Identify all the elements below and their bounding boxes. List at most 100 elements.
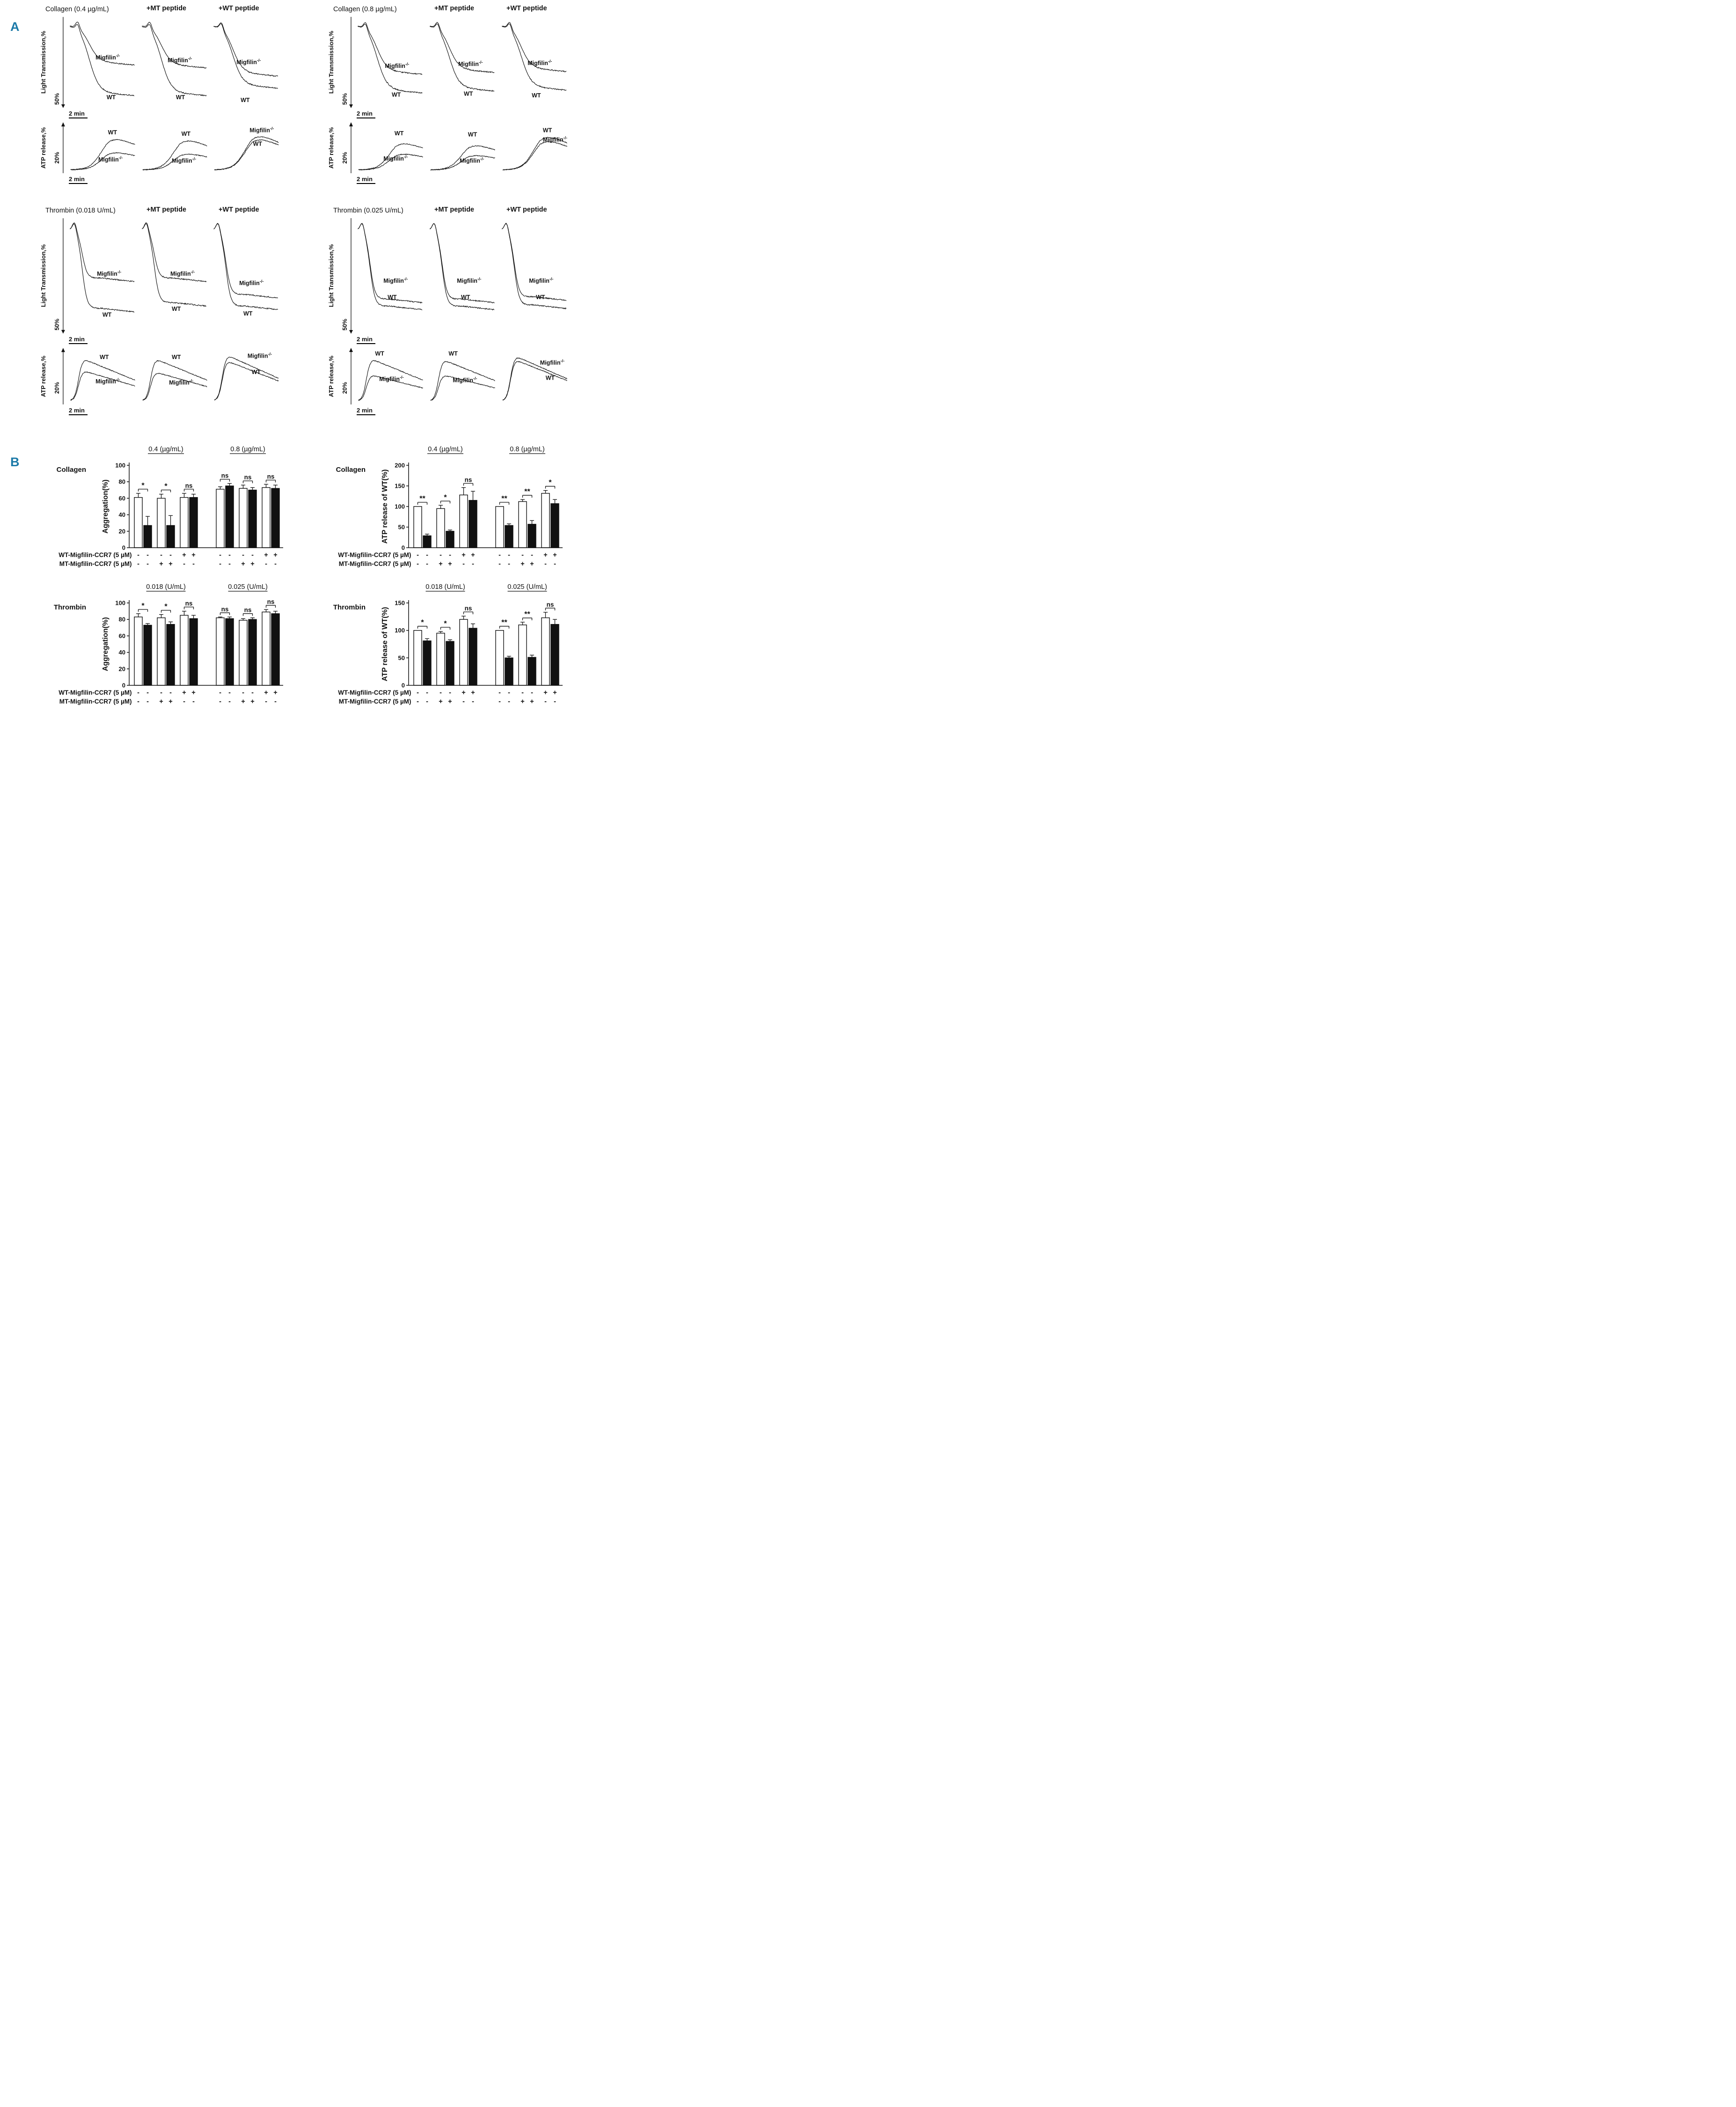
bar <box>541 617 550 686</box>
trace-wt <box>502 357 568 401</box>
condition-sign: - <box>219 560 221 568</box>
group-header: 0.8 (µg/mL) <box>510 446 544 453</box>
condition-row-label: MT-Migfilin-CCR7 (5 µM) <box>339 560 411 567</box>
trace-migfilin <box>141 222 206 282</box>
traces-thrombin-0.018: Thrombin (0.018 U/mL) +MT peptide +WT pept… <box>40 206 281 418</box>
y-tick-label: 0 <box>122 544 125 551</box>
lt-trace-panel: Migfilin-/- WT <box>69 222 135 318</box>
trace-wt <box>213 223 278 310</box>
trace-label: Migfilin-/- <box>527 59 552 66</box>
lt-y-axis: Light Transmission,% 50% <box>40 218 65 334</box>
trace-label: Migfilin-/- <box>379 375 403 382</box>
up-arrow-icon <box>349 348 353 352</box>
atp-y-axis: ATP release,% 20% <box>40 348 65 404</box>
atp-trace-row: ATP release,% 20% WT Migfilin-/- WT Migfilin-… <box>328 122 571 174</box>
condition-sign: - <box>521 689 524 697</box>
lt-trace-panel: Migfilin-/- WT <box>501 223 567 310</box>
condition-sign: - <box>531 689 533 697</box>
condition-sign: + <box>191 689 195 697</box>
condition-sign: - <box>228 689 231 697</box>
bar <box>189 497 198 548</box>
bar <box>423 640 432 686</box>
condition-sign: - <box>498 551 501 559</box>
trace-migfilin <box>358 22 423 75</box>
trace-wt <box>430 361 495 401</box>
lt-trace-panel: Migfilin-/- WT <box>358 22 423 98</box>
atp-scale-label: 20% <box>342 382 348 394</box>
trace-label: Migfilin-/- <box>250 126 274 133</box>
trace-label: WT <box>252 369 261 375</box>
condition-sign: - <box>251 551 254 559</box>
y-tick-label: 100 <box>115 600 125 607</box>
bar <box>157 498 166 548</box>
trace-wt <box>430 223 495 311</box>
bar <box>505 525 513 548</box>
atp-scale-label: 20% <box>54 152 60 164</box>
significance-label: ** <box>419 495 425 503</box>
group-header: 0.4 (µg/mL) <box>148 446 183 453</box>
condition-sign: - <box>508 560 510 568</box>
trace-migfilin <box>214 357 279 400</box>
condition-sign: + <box>520 698 524 705</box>
lt-trace-row: Light Transmission,% 50% Migfilin-/- WT Migf… <box>40 16 281 109</box>
lt-trace-panel: Migfilin-/- WT <box>213 223 278 317</box>
atp-trace-panel: WT Migfilin-/- <box>70 129 135 170</box>
condition-sign: + <box>543 689 547 697</box>
y-tick-label: 80 <box>119 616 125 623</box>
atp-trace-panel: WT Migfilin-/- <box>358 130 423 171</box>
bar <box>271 613 280 686</box>
condition-sign: + <box>182 689 186 697</box>
panel-a-label: A <box>10 20 20 34</box>
group-header: 0.018 (U/mL) <box>146 583 186 591</box>
y-tick-label: 20 <box>119 665 125 672</box>
atp-axis-label: ATP release,% <box>40 127 47 169</box>
y-tick-label: 40 <box>119 511 125 518</box>
trace-wt <box>213 23 278 89</box>
traces-collagen-0.4: Collagen (0.4 µg/mL) +MT peptide +WT pepti… <box>40 5 281 187</box>
condition-sign: + <box>530 560 534 568</box>
time-scale-bar: 2 min <box>328 406 571 417</box>
trace-label: Migfilin-/- <box>97 270 121 277</box>
traces-thrombin-0.025: Thrombin (0.025 U/mL) +MT peptide +WT pept… <box>328 206 571 418</box>
trace-migfilin <box>358 223 423 304</box>
chart-name: Collagen <box>57 466 86 474</box>
time-scale-bar: 2 min <box>40 110 281 120</box>
significance-label: ns <box>547 601 554 608</box>
trace-migfilin <box>70 222 135 282</box>
trace-migfilin <box>502 141 568 170</box>
trace-wt <box>142 140 207 171</box>
trace-wt <box>141 223 206 307</box>
significance-label: ns <box>244 607 252 614</box>
peptide-condition-title: +WT peptide <box>506 206 547 213</box>
atp-trace-panel: Migfilin-/- WT <box>502 357 568 401</box>
atp-scale-label: 20% <box>342 152 348 164</box>
y-tick-label: 100 <box>115 462 125 469</box>
condition-sign: - <box>192 698 195 705</box>
condition-sign: + <box>241 560 245 568</box>
bar-chart-svg: Thrombin Aggregation(%) 0 20 40 60 80 100 0.018 … <box>54 583 283 705</box>
trace-wt <box>358 360 423 401</box>
trace-group-titles: Thrombin (0.018 U/mL) +MT peptide +WT pept… <box>40 206 281 217</box>
significance-label: * <box>141 602 145 610</box>
condition-sign: + <box>241 698 245 705</box>
y-tick-label: 100 <box>395 627 405 634</box>
bar <box>262 611 271 686</box>
bar <box>505 657 513 686</box>
condition-sign: + <box>461 689 465 697</box>
trace-label: WT <box>464 90 473 97</box>
peptide-condition-title: +WT peptide <box>219 5 259 12</box>
trace-migfilin <box>430 223 495 304</box>
condition-sign: - <box>265 698 267 705</box>
trace-label: WT <box>395 130 404 137</box>
condition-sign: + <box>273 689 277 697</box>
trace-label: Migfilin-/- <box>385 62 409 69</box>
condition-sign: + <box>448 698 452 705</box>
lt-axis-label: Light Transmission,% <box>328 30 335 94</box>
trace-migfilin <box>502 22 567 73</box>
trace-label: WT <box>103 311 112 318</box>
trace-migfilin <box>141 22 206 69</box>
significance-label: ns <box>221 472 229 479</box>
condition-sign: + <box>553 551 557 559</box>
trace-label: Migfilin-/- <box>169 378 193 386</box>
down-arrow-icon <box>61 104 65 108</box>
